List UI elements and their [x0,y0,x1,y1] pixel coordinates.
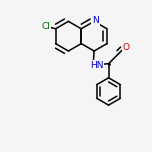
Text: HN: HN [90,61,103,70]
Text: Cl: Cl [41,22,50,31]
Text: O: O [122,43,129,52]
Text: N: N [92,16,99,25]
